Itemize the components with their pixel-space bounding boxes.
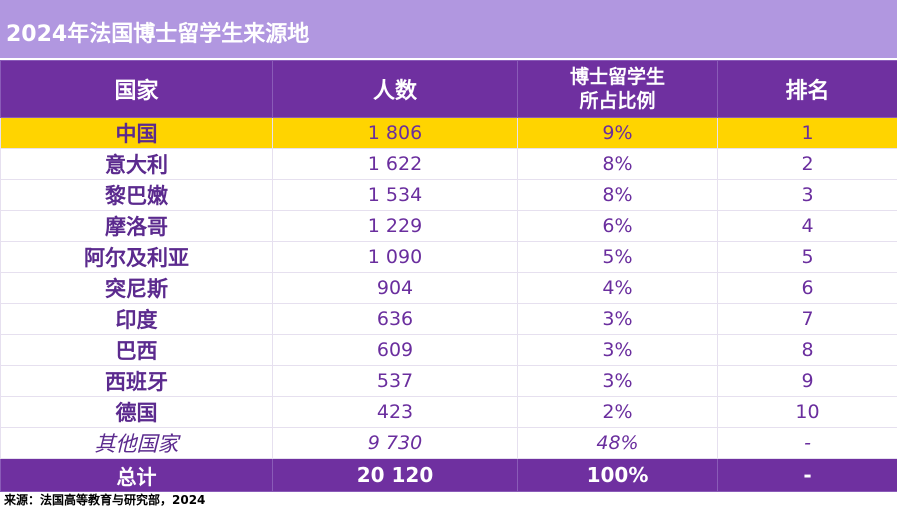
total-share: 100%: [517, 458, 718, 492]
count-cell: 1 534: [272, 179, 518, 211]
total-count: 20 120: [272, 458, 518, 492]
share-cell: 6%: [517, 210, 718, 242]
share-cell: 48%: [517, 427, 718, 459]
country-cell: 摩洛哥: [0, 210, 273, 242]
country-cell: 巴西: [0, 334, 273, 366]
table-row-other: 其他国家 9 730 48% -: [0, 427, 897, 459]
share-cell: 9%: [517, 117, 718, 149]
rank-cell: -: [717, 427, 897, 459]
header-rank: 排名: [717, 60, 897, 118]
country-cell: 中国: [0, 117, 273, 149]
total-label: 总计: [0, 458, 273, 492]
count-cell: 9 730: [272, 427, 518, 459]
count-cell: 1 806: [272, 117, 518, 149]
country-cell: 突尼斯: [0, 272, 273, 304]
table-row: 印度 636 3% 7: [0, 303, 897, 335]
count-cell: 1 622: [272, 148, 518, 180]
header-share-line2: 所占比例: [579, 90, 656, 112]
country-cell: 其他国家: [0, 427, 273, 459]
count-cell: 904: [272, 272, 518, 304]
rank-cell: 1: [717, 117, 897, 149]
country-cell: 西班牙: [0, 365, 273, 397]
table-row: 意大利 1 622 8% 2: [0, 148, 897, 180]
header-share: 博士留学生 所占比例: [517, 60, 718, 118]
rank-cell: 8: [717, 334, 897, 366]
header-row: 国家 人数 博士留学生 所占比例 排名: [0, 60, 897, 118]
rank-cell: 6: [717, 272, 897, 304]
table-row: 阿尔及利亚 1 090 5% 5: [0, 241, 897, 273]
rank-cell: 3: [717, 179, 897, 211]
country-cell: 意大利: [0, 148, 273, 180]
count-cell: 636: [272, 303, 518, 335]
share-cell: 4%: [517, 272, 718, 304]
share-cell: 5%: [517, 241, 718, 273]
table-row: 摩洛哥 1 229 6% 4: [0, 210, 897, 242]
header-share-line1: 博士留学生: [569, 66, 665, 88]
table-row: 突尼斯 904 4% 6: [0, 272, 897, 304]
country-cell: 德国: [0, 396, 273, 428]
count-cell: 609: [272, 334, 518, 366]
share-cell: 2%: [517, 396, 718, 428]
table-title-bar: 2024年法国博士留学生来源地: [0, 0, 897, 60]
phd-origin-table: 国家 人数 博士留学生 所占比例 排名 中国 1 806 9% 1 意大利 1 …: [0, 60, 897, 492]
share-cell: 3%: [517, 365, 718, 397]
share-cell: 8%: [517, 179, 718, 211]
count-cell: 423: [272, 396, 518, 428]
table-row: 德国 423 2% 10: [0, 396, 897, 428]
rank-cell: 4: [717, 210, 897, 242]
source-note: 来源：法国高等教育与研究部，2024: [4, 493, 206, 507]
total-row: 总计 20 120 100% -: [0, 458, 897, 492]
table-row: 巴西 609 3% 8: [0, 334, 897, 366]
header-country: 国家: [0, 60, 273, 118]
country-cell: 印度: [0, 303, 273, 335]
table-title: 2024年法国博士留学生来源地: [6, 22, 310, 47]
share-cell: 8%: [517, 148, 718, 180]
country-cell: 阿尔及利亚: [0, 241, 273, 273]
rank-cell: 5: [717, 241, 897, 273]
share-cell: 3%: [517, 303, 718, 335]
rank-cell: 2: [717, 148, 897, 180]
count-cell: 1 090: [272, 241, 518, 273]
rank-cell: 10: [717, 396, 897, 428]
count-cell: 537: [272, 365, 518, 397]
total-rank: -: [717, 458, 897, 492]
table-row: 黎巴嫩 1 534 8% 3: [0, 179, 897, 211]
share-cell: 3%: [517, 334, 718, 366]
count-cell: 1 229: [272, 210, 518, 242]
table-row: 中国 1 806 9% 1: [0, 117, 897, 149]
header-count: 人数: [272, 60, 518, 118]
country-cell: 黎巴嫩: [0, 179, 273, 211]
table-row: 西班牙 537 3% 9: [0, 365, 897, 397]
rank-cell: 7: [717, 303, 897, 335]
rank-cell: 9: [717, 365, 897, 397]
